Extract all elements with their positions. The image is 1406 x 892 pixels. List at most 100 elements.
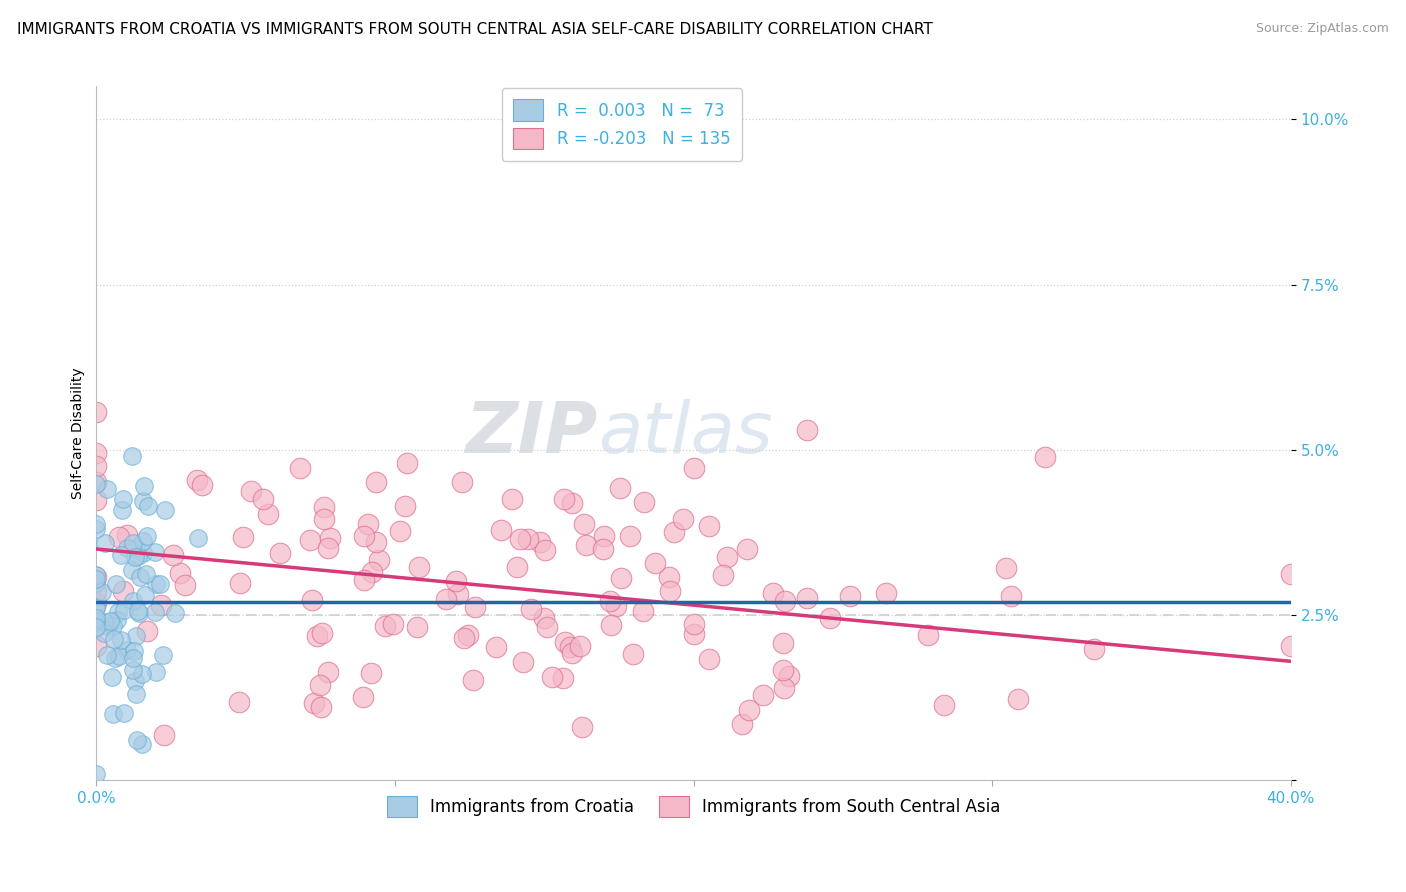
Point [86, 522, 108, 536]
Point [388, 524, 411, 539]
Point [107, 605, 129, 619]
Point [132, 479, 155, 493]
Point [86, 639, 108, 653]
Point [796, 591, 818, 605]
Point [516, 532, 538, 546]
Point [352, 690, 374, 705]
Point [368, 552, 391, 566]
Point [716, 549, 738, 564]
Point [593, 528, 616, 542]
Point [131, 667, 153, 681]
Point [697, 652, 720, 666]
Point [114, 706, 136, 720]
Point [86, 569, 108, 583]
Point [121, 450, 143, 464]
Point [509, 532, 531, 546]
Point [353, 529, 375, 543]
Point [575, 538, 598, 552]
Point [485, 640, 508, 655]
Point [100, 614, 122, 628]
Point [489, 523, 512, 537]
Text: IMMIGRANTS FROM CROATIA VS IMMIGRANTS FROM SOUTH CENTRAL ASIA SELF-CARE DISABILI: IMMIGRANTS FROM CROATIA VS IMMIGRANTS FR… [17, 22, 932, 37]
Point [135, 624, 157, 639]
Point [132, 546, 155, 560]
Point [112, 583, 135, 598]
Point [187, 531, 209, 545]
Point [143, 545, 166, 559]
Text: ZIP: ZIP [465, 399, 598, 467]
Point [152, 648, 174, 663]
Point [875, 585, 897, 599]
Point [1033, 450, 1056, 464]
Point [122, 536, 145, 550]
Point [1007, 692, 1029, 706]
Point [408, 560, 430, 574]
Point [533, 611, 555, 625]
Point [553, 671, 575, 685]
Point [731, 717, 754, 731]
Point [103, 632, 125, 647]
Point [672, 512, 695, 526]
Point [132, 533, 155, 548]
Point [501, 491, 523, 506]
Point [444, 574, 467, 588]
Point [129, 570, 152, 584]
Point [86, 446, 108, 460]
Y-axis label: Self-Care Disability: Self-Care Disability [72, 368, 86, 500]
Point [609, 481, 631, 495]
Point [395, 456, 418, 470]
Point [772, 636, 794, 650]
Point [796, 423, 818, 437]
Point [309, 678, 332, 692]
Point [229, 576, 252, 591]
Point [162, 548, 184, 562]
Point [450, 475, 472, 490]
Point [112, 602, 135, 616]
Text: Source: ZipAtlas.com: Source: ZipAtlas.com [1256, 22, 1389, 36]
Point [453, 632, 475, 646]
Legend: Immigrants from Croatia, Immigrants from South Central Asia: Immigrants from Croatia, Immigrants from… [380, 789, 1007, 824]
Point [94, 536, 117, 550]
Point [662, 524, 685, 539]
Point [134, 567, 156, 582]
Point [108, 530, 131, 544]
Point [153, 728, 176, 742]
Point [737, 703, 759, 717]
Point [86, 600, 108, 615]
Point [143, 605, 166, 619]
Point [305, 629, 328, 643]
Text: atlas: atlas [598, 399, 773, 467]
Point [1000, 590, 1022, 604]
Point [101, 707, 124, 722]
Point [86, 583, 108, 598]
Point [316, 665, 339, 680]
Point [778, 668, 800, 682]
Point [149, 576, 172, 591]
Point [96, 648, 118, 663]
Point [125, 687, 148, 701]
Point [619, 528, 641, 542]
Point [529, 535, 551, 549]
Point [311, 626, 333, 640]
Point [124, 541, 146, 555]
Point [610, 571, 633, 585]
Point [366, 475, 388, 490]
Point [621, 648, 644, 662]
Point [818, 610, 841, 624]
Point [153, 503, 176, 517]
Point [125, 733, 148, 747]
Point [772, 663, 794, 677]
Point [553, 492, 575, 507]
Point [111, 502, 134, 516]
Point [121, 563, 143, 577]
Point [239, 483, 262, 498]
Point [1279, 639, 1302, 653]
Point [86, 596, 108, 610]
Point [93, 615, 115, 629]
Point [561, 496, 583, 510]
Point [232, 530, 254, 544]
Point [86, 575, 108, 590]
Point [104, 651, 127, 665]
Point [382, 616, 405, 631]
Point [186, 473, 208, 487]
